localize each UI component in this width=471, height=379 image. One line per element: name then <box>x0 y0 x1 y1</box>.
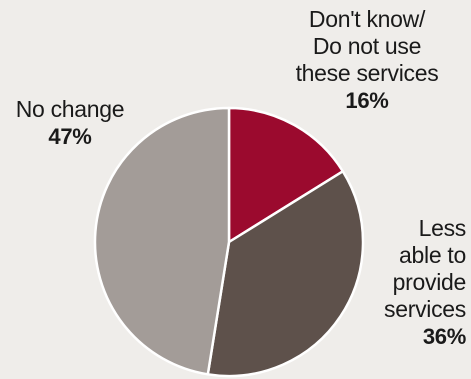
slice-label-less-able-line-3: provide <box>392 269 467 295</box>
slice-label-dont-know-line-1: Don't know/ <box>308 6 426 32</box>
slice-label-dont-know-line-2: Do not use <box>312 33 422 59</box>
slice-value-less-able: 36% <box>422 324 466 349</box>
slice-label-dont-know: Don't know/ Do not use these services 16… <box>268 6 466 114</box>
slice-label-less-able-line-2: able to <box>399 242 466 268</box>
slice-label-less-able-line-4: services <box>384 296 466 322</box>
pie-slice-no-change <box>93 106 231 376</box>
slice-label-less-able-line-1: Less <box>418 215 467 241</box>
slice-label-no-change-line-1: No change <box>15 96 125 122</box>
pie-slice-dont-know <box>227 106 345 244</box>
slice-label-dont-know-line-3: these services <box>295 60 439 86</box>
slice-value-no-change: 47% <box>48 124 92 149</box>
pie-slice-less-able <box>206 170 365 378</box>
slice-label-no-change: No change 47% <box>2 96 138 150</box>
pie-slices <box>93 106 365 378</box>
slice-value-dont-know: 16% <box>345 88 389 113</box>
slice-label-less-able: Less able to provide services 36% <box>368 215 466 350</box>
